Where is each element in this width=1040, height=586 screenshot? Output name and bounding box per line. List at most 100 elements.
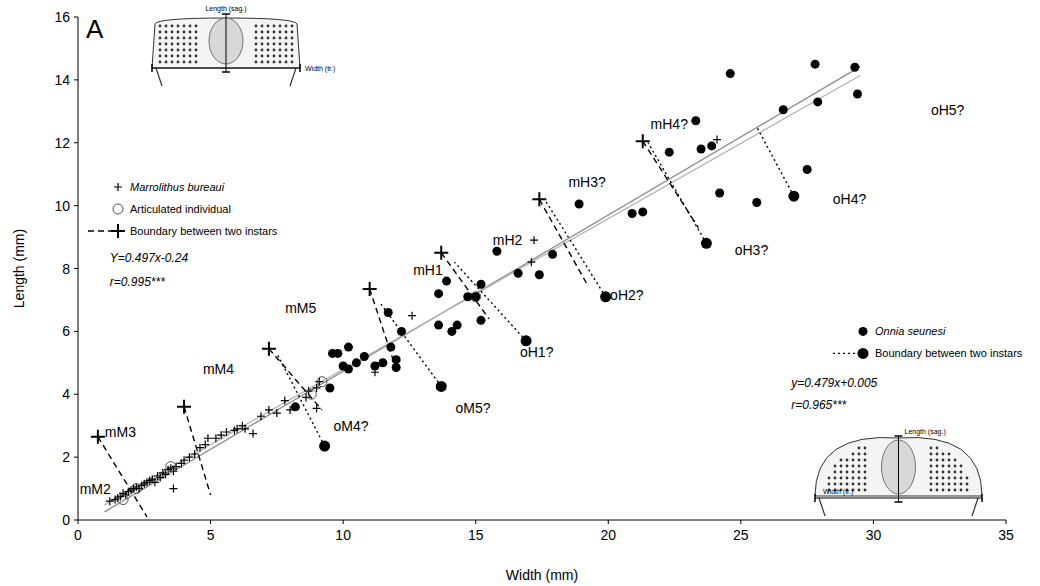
inset-pit — [177, 31, 180, 34]
inset-pit — [954, 465, 957, 468]
marker-plus — [249, 430, 257, 438]
inset-width-label: Width (tr.) — [305, 65, 335, 73]
inset-pit — [285, 55, 288, 58]
inset-pit — [165, 55, 168, 58]
inset-pit — [852, 453, 855, 456]
inset-pit — [177, 43, 180, 46]
inset-pit — [828, 477, 831, 480]
inset-pit — [954, 489, 957, 492]
instar-label: mH2 — [493, 232, 523, 248]
inset-pit — [195, 61, 198, 64]
inset-pit — [267, 25, 270, 28]
inset-pit — [858, 483, 861, 486]
marker-dot — [434, 289, 443, 298]
inset-pit — [183, 49, 186, 52]
inset-pit — [834, 483, 837, 486]
y-tick-label: 4 — [62, 386, 70, 402]
inset-pit — [948, 489, 951, 492]
inset-pit — [171, 55, 174, 58]
inset-pit — [165, 61, 168, 64]
inset-pit — [267, 43, 270, 46]
inset: Length (sag.)Width (tr.) — [152, 5, 335, 86]
boundary-line — [380, 303, 441, 386]
inset-pit — [930, 489, 933, 492]
marker-plus — [241, 425, 249, 433]
annotations: mM2mM3mM4mM5mH1mH2mH3?mH4?oM4?oM5?oH1?oH… — [80, 102, 965, 497]
inset-pit — [858, 489, 861, 492]
inset-pit — [255, 43, 258, 46]
inset-pit — [195, 37, 198, 40]
inset-pit — [273, 37, 276, 40]
inset-pit — [285, 61, 288, 64]
inset-pit — [267, 55, 270, 58]
legend-swatch — [858, 348, 869, 359]
marker-dot — [789, 192, 798, 201]
inset-pit — [942, 459, 945, 462]
inset-pit — [930, 459, 933, 462]
y-tick-label: 10 — [54, 198, 70, 214]
inset-pit — [159, 43, 162, 46]
inset-pit — [834, 465, 837, 468]
marker-dot — [325, 383, 334, 392]
legend-swatch — [113, 204, 123, 214]
inset-pit — [267, 31, 270, 34]
marker-dot — [463, 292, 472, 301]
marker-dot — [320, 442, 329, 451]
series — [106, 136, 721, 506]
x-axis-line — [78, 520, 1006, 521]
marker-dot — [638, 207, 647, 216]
marker-dot — [291, 402, 300, 411]
inset-pit — [936, 471, 939, 474]
inset-pit — [936, 459, 939, 462]
inset-pit — [846, 471, 849, 474]
inset-pit — [942, 483, 945, 486]
inset-pit — [858, 465, 861, 468]
marker-plus — [106, 497, 114, 505]
inset-pit — [948, 471, 951, 474]
inset-pit — [255, 55, 258, 58]
inset-pit — [852, 465, 855, 468]
marker-dot — [601, 292, 610, 301]
inset-pit — [279, 43, 282, 46]
inset-length-end — [895, 435, 903, 437]
y-tick — [74, 457, 78, 458]
instar-label: oM5? — [456, 400, 491, 416]
inset-pit — [834, 471, 837, 474]
inset-pit — [177, 61, 180, 64]
inset-pit — [291, 37, 294, 40]
inset-pit — [936, 447, 939, 450]
inset-pit — [858, 447, 861, 450]
inset-pit — [930, 477, 933, 480]
inset-pit — [261, 55, 264, 58]
y-tick — [74, 17, 78, 18]
inset-pit — [165, 37, 168, 40]
inset-pit — [936, 489, 939, 492]
inset-width-end — [151, 64, 153, 72]
inset-length-end — [222, 71, 230, 73]
inset-pit — [840, 483, 843, 486]
inset-pit — [858, 471, 861, 474]
boundary-line — [370, 289, 397, 369]
regression-line — [105, 75, 861, 504]
inset-width-end — [299, 64, 301, 72]
inset-pit — [291, 49, 294, 52]
inset-pit — [279, 49, 282, 52]
inset-length-line — [226, 14, 227, 72]
inset-pit — [948, 477, 951, 480]
inset-pit — [852, 477, 855, 480]
inset-pit — [255, 31, 258, 34]
y-tick-label: 12 — [54, 135, 70, 151]
y-tick — [74, 142, 78, 143]
inset-pit — [195, 43, 198, 46]
marker-dot — [803, 165, 812, 174]
marker-dot — [850, 63, 859, 72]
boundary-line — [539, 199, 587, 284]
marker-dot — [628, 209, 637, 218]
inset-pit — [255, 37, 258, 40]
x-tick — [1006, 520, 1007, 524]
instar-label: oH5? — [931, 102, 965, 118]
boundary-line — [441, 253, 489, 319]
inset-spine — [819, 498, 825, 516]
x-tick — [608, 520, 609, 524]
inset-pit — [840, 477, 843, 480]
